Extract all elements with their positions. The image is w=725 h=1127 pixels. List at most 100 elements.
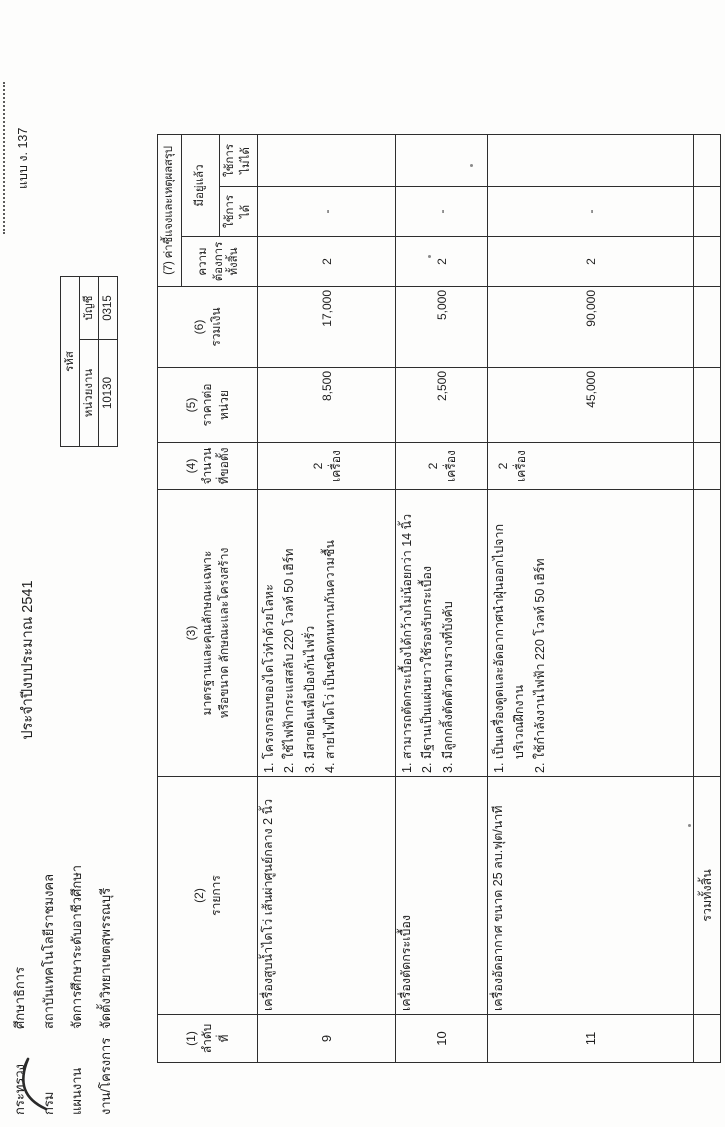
header-qty: (4) จำนวน ที่ขอตั้ง bbox=[157, 442, 258, 490]
spec-line: 2. ใช้กำลังงานไฟฟ้า 220 โวลท์ 50 เฮิร์ท bbox=[532, 558, 547, 773]
header-spec-line2: หรือขนาด ลักษณะและโครงสร้าง bbox=[216, 547, 231, 719]
header-need-line2: ต้องการ bbox=[212, 241, 225, 282]
header-unusable-line2: ไม่ได้ bbox=[239, 147, 252, 174]
header-unit-price-line1: ราคาต่อ bbox=[200, 383, 215, 427]
item-11-usable: - bbox=[487, 186, 694, 237]
item-10-unusable bbox=[395, 134, 488, 187]
qty-value: 2 bbox=[425, 462, 440, 470]
table-row-grand-total: รวมทั้งสิ้น bbox=[693, 134, 721, 1063]
qty-unit: เครื่อง bbox=[443, 450, 458, 482]
item-10-need-total: 2 bbox=[395, 236, 488, 287]
header-unit-price: (5) ราคาต่อ หน่วย bbox=[157, 367, 258, 443]
item-9-unit-price: 8,500 bbox=[257, 367, 396, 443]
total-empty-no bbox=[693, 1014, 721, 1063]
page-title: ประจำปีงบประมาณ 2541 bbox=[20, 580, 36, 740]
item-9-need-total: 2 bbox=[257, 236, 396, 287]
spec-line: 2. มีฐานเป็นแผ่นยาวใช้รองรับกระเบื้อง bbox=[420, 565, 435, 773]
header-item: (2) รายการ bbox=[157, 776, 258, 1015]
total-empty-usable bbox=[693, 186, 721, 237]
item-10-amount: 5,000 bbox=[395, 286, 488, 368]
header-item-num: (2) bbox=[192, 888, 207, 903]
item-9-usable: - bbox=[257, 186, 396, 237]
header-seq: (1) ลำดับ ที่ bbox=[157, 1014, 258, 1063]
header-need-line3: ทั้งสิ้น bbox=[228, 247, 241, 276]
torn-edge-dotted-line bbox=[3, 82, 5, 234]
item-9-unusable bbox=[257, 134, 396, 187]
header-qty-line2: ที่ขอตั้ง bbox=[216, 447, 231, 485]
table-row-item-9: 9 เครื่องสูบน้ำไดโว่ เส้นผ่าศูนย์กลาง 2 … bbox=[257, 134, 396, 1063]
total-empty-qty bbox=[693, 442, 721, 490]
table-row-item-10: 10 เครื่องตัดกระเบื้อง 1. สามารถตัดกระเบ… bbox=[395, 134, 488, 1063]
code-box-account-value: 0315 bbox=[98, 276, 118, 340]
qty-value: 2 bbox=[310, 462, 325, 470]
header-amount-label: รวมเงิน bbox=[208, 307, 223, 347]
grand-total-label: รวมทั้งสิ้น bbox=[693, 776, 721, 1015]
header-need-total: ความ ต้องการ ทั้งสิ้น bbox=[181, 236, 258, 287]
spec-line: 1. เป็นเครื่องดูดและอัดอากาศนำฝุ่นออกไปจ… bbox=[492, 523, 506, 773]
header-row-group: (1) ลำดับ ที่ (2) รายการ (3) มาตรฐานและค… bbox=[157, 134, 258, 1063]
code-box-unit-label: หน่วยงาน bbox=[79, 339, 99, 447]
spec-line: 2. ใช้ไฟฟ้ากระแสสลับ 220 โวลท์ 50 เฮิร์ท bbox=[282, 548, 297, 773]
spec-line: 4. สายไฟไดโว่ เป็นชนิดทนทานกันความชื้น bbox=[322, 540, 337, 773]
header-spec-num: (3) bbox=[184, 625, 199, 641]
header-item-label: รายการ bbox=[208, 875, 223, 916]
item-10-usable: - bbox=[395, 186, 488, 237]
header-unit-price-line2: หน่วย bbox=[216, 390, 231, 420]
spec-line: 1. สามารถตัดกระเบื้องได้กว้างไม่น้อยกว่า… bbox=[400, 513, 414, 773]
item-10-name: เครื่องตัดกระเบื้อง bbox=[395, 776, 488, 1015]
header-seq-num: (1) bbox=[184, 1031, 199, 1046]
spec-line: 3. มีสายดินเพื่อป้องกันไฟรั่ว bbox=[302, 625, 317, 773]
header-usable-line2: ได้ bbox=[239, 204, 252, 219]
qty-value: 2 bbox=[496, 462, 510, 470]
item-10-specs: 1. สามารถตัดกระเบื้องได้กว้างไม่น้อยกว่า… bbox=[395, 489, 488, 777]
budget-table: (1) ลำดับ ที่ (2) รายการ (3) มาตรฐานและค… bbox=[157, 134, 721, 1063]
pen-mark bbox=[22, 1057, 48, 1111]
header-spec-line1: มาตรฐานและคุณลักษณะเฉพาะ bbox=[200, 550, 215, 716]
qty-unit: เครื่อง bbox=[514, 450, 528, 482]
qty-unit: เครื่อง bbox=[328, 450, 343, 482]
total-empty-unusable bbox=[693, 134, 721, 187]
project-value: จัดตั้งวิทยาเขตสุพรรณบุรี bbox=[97, 887, 113, 1029]
item-11-amount: 90,000 bbox=[487, 286, 694, 368]
item-10-qty: 2 เครื่อง bbox=[395, 442, 488, 490]
header-need-line1: ความ bbox=[197, 247, 210, 276]
ministry-value: ศึกษาธิการ bbox=[12, 966, 27, 1029]
total-empty-amount bbox=[693, 286, 721, 368]
item-9-specs: 1. โครงกรอบของไดโว่ทำด้วยโลหะ 2. ใช้ไฟฟ้… bbox=[257, 489, 396, 777]
plan-value: จัดการศึกษาระดับอาชีวศึกษา bbox=[69, 864, 84, 1029]
header-unusable: ใช้การ ไม่ได้ bbox=[219, 134, 258, 187]
code-box-account-label: บัญชี bbox=[79, 276, 99, 340]
meta-row-plan: แผนงาน จัดการศึกษาระดับอาชีวศึกษา bbox=[63, 865, 92, 1115]
header-usable-line1: ใช้การ bbox=[223, 194, 236, 229]
header-usable: ใช้การ ได้ bbox=[219, 186, 258, 237]
header-remarks-group: (7) ค่าชี้แจงและเหตุผลสรุป bbox=[157, 134, 182, 287]
item-11-qty: 2 เครื่อง bbox=[487, 442, 694, 490]
spec-line: 3. มีลูกกลิ้งตัดตัวตามรางที่บังคับ bbox=[440, 601, 455, 773]
code-box: รหัส หน่วยงาน บัญชี 10130 0315 bbox=[60, 276, 118, 447]
item-10-unit-price: 2,500 bbox=[395, 367, 488, 443]
header-seq-line2: ที่ bbox=[216, 1034, 231, 1043]
item-10-no: 10 bbox=[395, 1014, 488, 1063]
header-have-already: มีอยู่แล้ว bbox=[181, 134, 220, 237]
code-box-title: รหัส bbox=[60, 276, 80, 447]
item-11-name: เครื่องอัดอากาศ ขนาด 25 ลบ.ฟุต/นาที bbox=[487, 776, 694, 1015]
header-qty-line1: จำนวน bbox=[200, 447, 215, 485]
item-11-no: 11 bbox=[487, 1014, 694, 1063]
item-9-no: 9 bbox=[257, 1014, 396, 1063]
spec-line: 1. โครงกรอบของไดโว่ทำด้วยโลหะ bbox=[262, 584, 276, 773]
total-empty-unit-price bbox=[693, 367, 721, 443]
item-11-unusable bbox=[487, 134, 694, 187]
header-unit-price-num: (5) bbox=[184, 397, 199, 413]
form-number: แบบ ง. 137 bbox=[16, 127, 30, 189]
item-9-name: เครื่องสูบน้ำไดโว่ เส้นผ่าศูนย์กลาง 2 นิ… bbox=[257, 776, 396, 1015]
item-9-qty: 2 เครื่อง bbox=[257, 442, 396, 490]
table-row-item-11: 11 เครื่องอัดอากาศ ขนาด 25 ลบ.ฟุต/นาที 1… bbox=[487, 134, 694, 1063]
header-amount: (6) รวมเงิน bbox=[157, 286, 258, 368]
scan-speck bbox=[688, 824, 691, 827]
project-label: งาน/โครงการ bbox=[97, 1037, 113, 1115]
scan-speck bbox=[470, 164, 473, 167]
scan-speck bbox=[428, 255, 431, 258]
header-unusable-line1: ใช้การ bbox=[223, 143, 236, 178]
item-11-specs: 1. เป็นเครื่องดูดและอัดอากาศนำฝุ่นออกไปจ… bbox=[487, 489, 694, 777]
